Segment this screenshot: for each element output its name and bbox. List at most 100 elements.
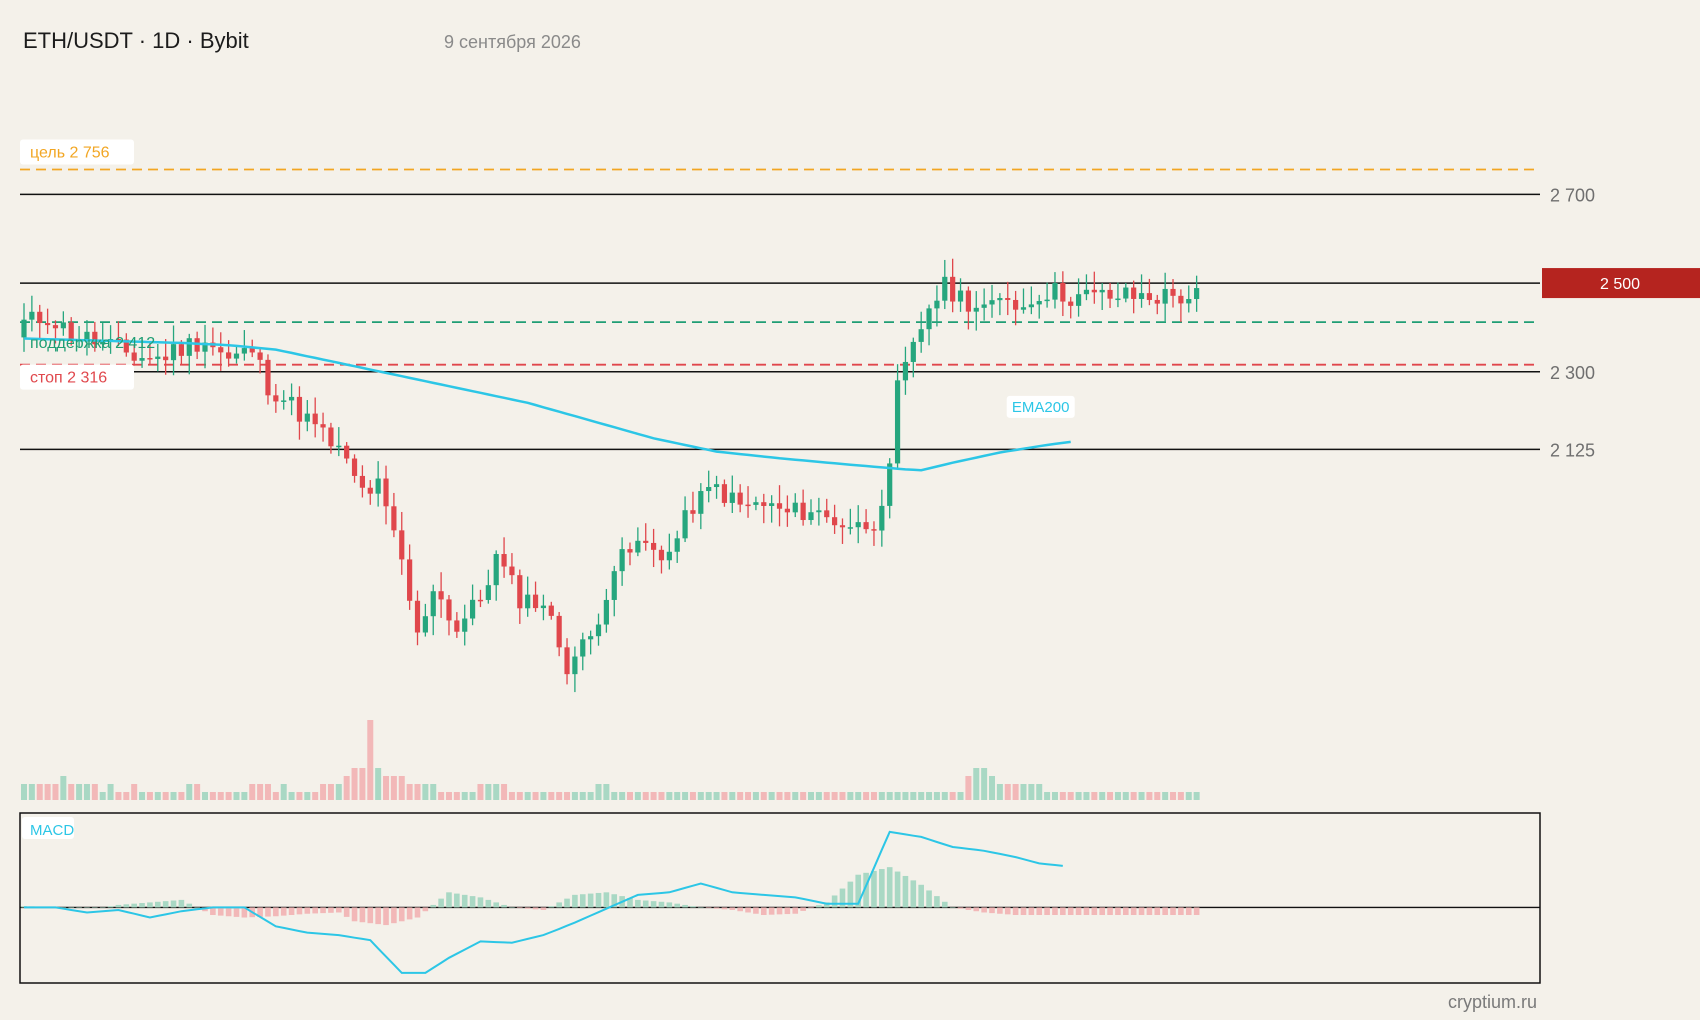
macd-hist-bar — [1178, 907, 1184, 915]
candle — [658, 545, 665, 574]
volume-bar — [21, 784, 27, 800]
candle-body — [92, 331, 98, 345]
candle — [572, 646, 578, 693]
volume-bar — [477, 784, 484, 800]
macd-hist-bar — [886, 867, 893, 908]
candle — [1028, 286, 1034, 315]
candle — [1123, 282, 1129, 303]
candle — [265, 354, 271, 405]
candle-body — [808, 512, 814, 521]
candle — [1075, 278, 1082, 317]
candle — [808, 499, 814, 525]
macd-hist-bar — [926, 890, 932, 908]
candle-body — [233, 353, 240, 359]
candle — [902, 346, 909, 395]
candle — [761, 493, 767, 524]
candle-body — [60, 322, 66, 329]
candle — [454, 612, 460, 638]
candle — [997, 293, 1003, 316]
candle — [438, 572, 444, 618]
candle-body — [540, 605, 547, 609]
macd-label-bg — [22, 817, 74, 839]
candle — [304, 400, 310, 432]
volume-bar — [863, 792, 870, 800]
macd-hist-bar — [170, 900, 177, 908]
candle-body — [344, 445, 350, 459]
macd-hist-bar — [1052, 907, 1058, 915]
volume-bar — [233, 792, 240, 800]
ema-label: EMA200 — [1012, 399, 1070, 416]
volume-bar — [178, 792, 185, 800]
candle — [288, 383, 295, 416]
candle-body — [1186, 299, 1192, 304]
volume-bar — [957, 792, 964, 800]
candle-body — [186, 338, 192, 356]
candle — [328, 422, 334, 454]
candle-body — [580, 639, 586, 657]
candle-body — [304, 413, 310, 422]
candle — [509, 553, 515, 585]
macd-hist-bar — [729, 907, 736, 910]
candle-body — [21, 319, 27, 338]
macd-hist-bar — [816, 905, 822, 908]
candle — [351, 454, 358, 483]
macd-hist-bar — [603, 892, 610, 908]
macd-hist-bar — [548, 906, 555, 908]
candle-body — [902, 361, 909, 381]
candle-body — [469, 599, 476, 619]
candle — [603, 588, 609, 633]
volume-bar — [320, 784, 327, 800]
macd-hist-bar — [438, 898, 444, 908]
candle-body — [706, 487, 712, 492]
candle-body — [399, 530, 405, 560]
candle — [1099, 283, 1105, 311]
candle-body — [556, 615, 562, 648]
macd-hist-bar — [556, 902, 562, 908]
macd-hist-bar — [1012, 907, 1019, 915]
macd-hist-bar — [934, 896, 940, 908]
candle-body — [713, 484, 720, 488]
candle-body — [879, 505, 885, 531]
volume-bar — [1185, 792, 1192, 800]
candle — [776, 485, 783, 527]
volume-bar — [705, 792, 712, 800]
volume-bar — [548, 792, 555, 800]
candle — [501, 537, 507, 578]
candle — [1186, 285, 1192, 313]
candle — [1091, 271, 1097, 304]
candle — [210, 327, 216, 356]
macd-hist-bar — [367, 907, 374, 924]
macd-hist-bar — [540, 907, 547, 910]
volume-bar — [131, 784, 138, 800]
candle — [690, 491, 696, 523]
candle-body — [422, 616, 428, 633]
volume-bar — [949, 792, 956, 800]
candle-body — [564, 647, 570, 675]
macd-hist-bar — [469, 896, 476, 908]
candle-body — [611, 571, 617, 600]
macd-hist-bar — [808, 907, 814, 909]
candles — [21, 258, 1200, 693]
volume-bar — [1059, 792, 1066, 800]
candle-body — [682, 510, 688, 539]
volume-bar — [792, 792, 799, 800]
candle-body — [45, 323, 51, 326]
volume-bar — [36, 784, 43, 800]
candle — [564, 638, 570, 685]
candle — [202, 324, 208, 369]
candle-body — [52, 325, 59, 329]
current-price-badge — [1542, 268, 1700, 299]
macd-hist-bar — [776, 907, 783, 915]
candle — [698, 483, 704, 530]
candle-body — [462, 618, 468, 632]
candle — [832, 504, 838, 534]
candle-body — [572, 656, 578, 675]
candle-body — [37, 311, 43, 324]
macd-hist-bar — [178, 899, 185, 908]
candle-body — [1107, 289, 1113, 299]
volume-bar — [107, 784, 114, 800]
candle — [926, 304, 932, 346]
candle — [894, 364, 901, 469]
macd-hist-bar — [217, 907, 224, 916]
candle — [233, 345, 240, 364]
